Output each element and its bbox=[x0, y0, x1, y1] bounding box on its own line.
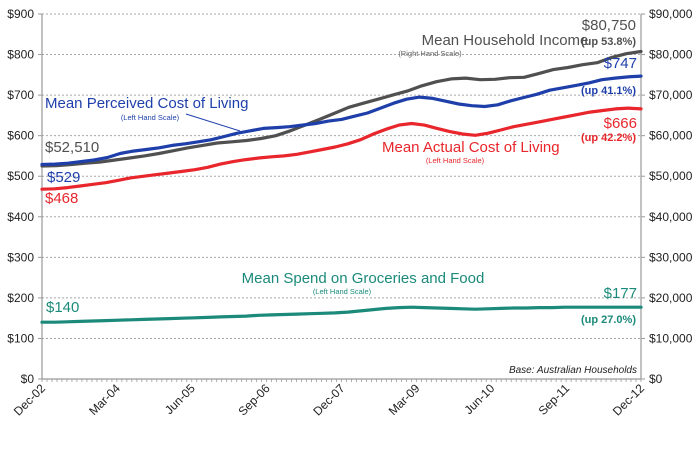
series-line-actual bbox=[40, 106, 643, 191]
label-groceries: Mean Spend on Groceries and Food bbox=[242, 270, 485, 287]
y-right-tick-label: $90,000 bbox=[649, 7, 693, 21]
y-left-tick-label: $300 bbox=[7, 250, 34, 264]
x-tick-label: Dec-12 bbox=[610, 381, 647, 418]
label-perceived: Mean Perceived Cost of Living bbox=[45, 95, 248, 112]
y-left-tick-label: $900 bbox=[7, 7, 34, 21]
start-value-actual: $468 bbox=[45, 190, 78, 207]
change-actual: (up 42.2%) bbox=[581, 132, 636, 144]
y-right-tick-label: $20,000 bbox=[649, 291, 693, 305]
series-line-income bbox=[40, 49, 643, 168]
y-right-tick-label: $60,000 bbox=[649, 129, 693, 143]
change-income: (up 53.8%) bbox=[581, 36, 636, 48]
y-left-tick-label: $200 bbox=[7, 291, 34, 305]
start-value-income: $52,510 bbox=[45, 139, 99, 156]
series-line-groceries bbox=[40, 305, 643, 324]
label-actual: Mean Actual Cost of Living bbox=[382, 139, 560, 156]
start-value-perceived: $529 bbox=[47, 169, 80, 186]
x-tick-label: Sep-06 bbox=[235, 381, 272, 418]
y-right-tick-label: $10,000 bbox=[649, 331, 693, 345]
x-tick-label: Mar-04 bbox=[86, 381, 123, 418]
y-right-tick-label: $40,000 bbox=[649, 210, 693, 224]
y-left-tick-label: $100 bbox=[7, 331, 34, 345]
change-perceived: (up 41.1%) bbox=[581, 85, 636, 97]
y-right-tick-label: $70,000 bbox=[649, 88, 693, 102]
end-value-income: $80,750 bbox=[582, 17, 636, 34]
x-tick-label: Dec-07 bbox=[310, 381, 347, 418]
sublabel-income: (Right Hand Scale) bbox=[398, 49, 462, 58]
end-value-groceries: $177 bbox=[604, 285, 637, 302]
label-income: Mean Household Income bbox=[422, 32, 589, 49]
end-value-perceived: $747 bbox=[604, 55, 637, 72]
y-left-tick-label: $600 bbox=[7, 129, 34, 143]
footnote: Base: Australian Households bbox=[509, 365, 637, 376]
series-line-perceived bbox=[40, 74, 643, 167]
end-value-actual: $666 bbox=[604, 115, 637, 132]
perceived-label-pointer bbox=[185, 113, 241, 132]
sublabel-actual: (Left Hand Scale) bbox=[426, 156, 485, 165]
sublabel-perceived: (Left Hand Scale) bbox=[121, 113, 180, 122]
y-left-tick-label: $0 bbox=[21, 372, 35, 386]
x-tick-label: Jun-10 bbox=[462, 381, 498, 417]
y-left-tick-label: $700 bbox=[7, 88, 34, 102]
series-lines bbox=[40, 49, 643, 324]
sublabel-groceries: (Left Hand Scale) bbox=[313, 287, 372, 296]
change-groceries: (up 27.0%) bbox=[581, 314, 636, 326]
start-value-groceries: $140 bbox=[46, 299, 79, 316]
x-tick-label: Sep-11 bbox=[536, 381, 573, 418]
y-right-tick-label: $80,000 bbox=[649, 48, 693, 62]
axes: $0 $100 $200 $300 $400 $500 $600 $700 $800 $900 $0… bbox=[7, 7, 692, 418]
y-left-tick-label: $400 bbox=[7, 210, 34, 224]
y-left-tick-label: $500 bbox=[7, 169, 34, 183]
x-tick-label: Mar-09 bbox=[386, 381, 423, 418]
y-right-tick-label: $30,000 bbox=[649, 250, 693, 264]
x-tick-label: Jun-05 bbox=[162, 381, 198, 417]
y-left-tick-label: $800 bbox=[7, 48, 34, 62]
x-tick-label: Dec-02 bbox=[11, 381, 48, 418]
y-right-tick-label: $50,000 bbox=[649, 169, 693, 183]
y-right-tick-label: $0 bbox=[649, 372, 663, 386]
